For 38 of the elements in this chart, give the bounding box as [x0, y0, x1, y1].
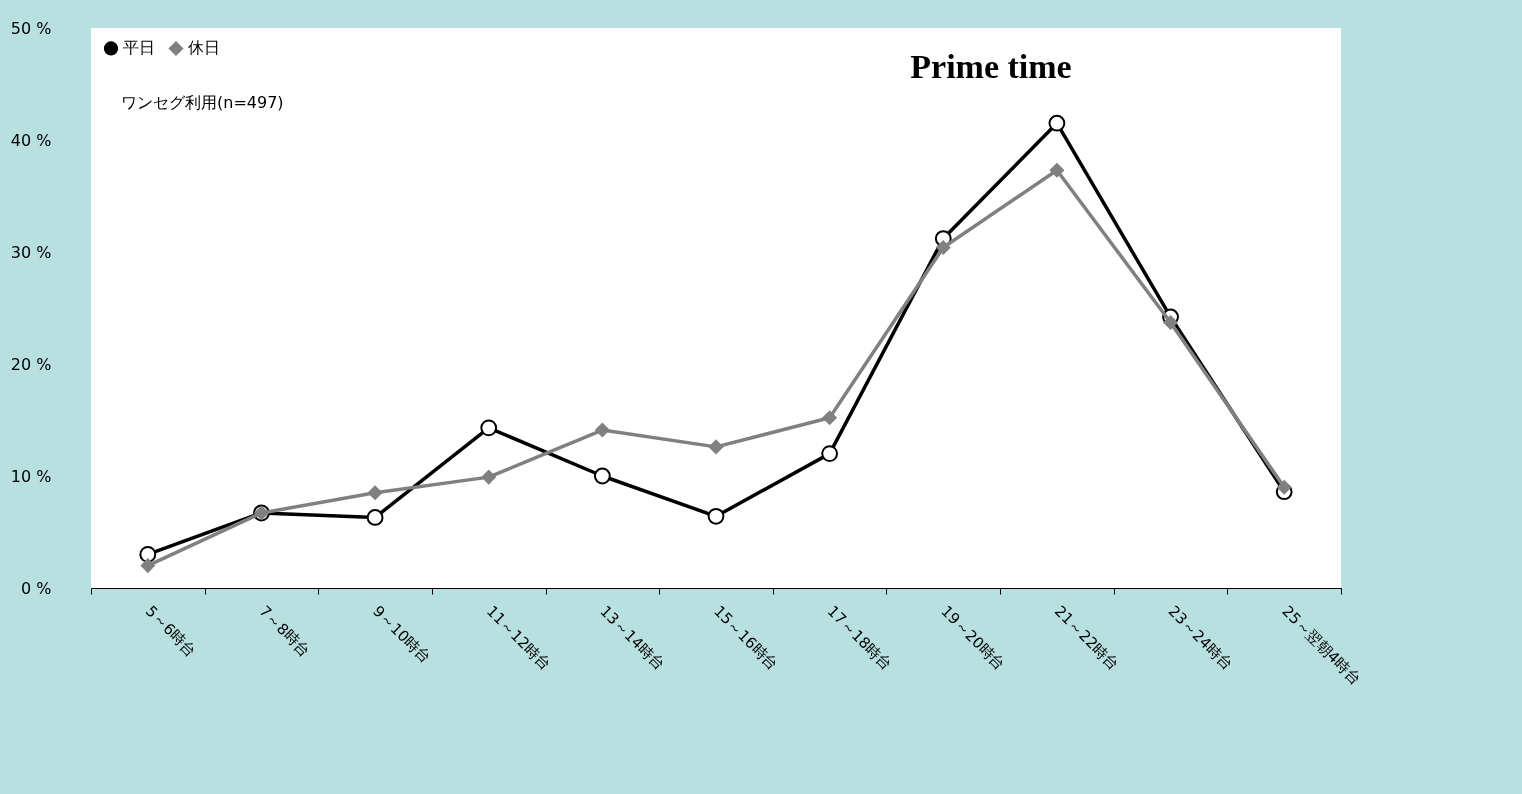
y-tick-label: 40 %	[10, 130, 52, 150]
point	[1277, 480, 1292, 495]
point	[822, 410, 837, 425]
x-tick-label: 25～翌朝4時台	[1278, 602, 1365, 689]
x-tick-label: 13～14時台	[596, 602, 669, 674]
y-tick-label: 30 %	[10, 242, 52, 262]
point	[480, 419, 498, 437]
point	[821, 445, 839, 462]
y-tick-label: 0 %	[21, 578, 52, 598]
y-tick-label: 10 %	[10, 466, 52, 486]
x-tick-label: 23～24時台	[1164, 602, 1237, 674]
point	[366, 509, 384, 526]
legend-label: 平日	[123, 38, 155, 58]
annotation: Prime time	[910, 48, 1072, 85]
point	[707, 507, 725, 525]
x-tick-label: 11～12時台	[482, 602, 555, 674]
point	[595, 422, 610, 438]
point	[140, 558, 155, 573]
x-tick-label: 21～22時台	[1051, 602, 1123, 674]
point	[936, 240, 951, 255]
x-tick-label: 15～16時台	[710, 602, 782, 674]
point	[708, 439, 724, 454]
point	[593, 467, 611, 485]
legend-label: 休日	[188, 38, 220, 58]
x-tick-label: 17～18時台	[823, 602, 896, 674]
x-tick-label: 7～8時台	[255, 602, 314, 661]
x-tick-label: 5～6時台	[141, 602, 200, 661]
x-tick-label: 19～20時台	[937, 602, 1009, 674]
x-tick-label: 9～10時台	[369, 602, 435, 667]
y-tick-label: 50 %	[10, 18, 52, 38]
point	[481, 470, 496, 485]
point	[367, 485, 383, 500]
y-tick-label: 20 %	[10, 354, 52, 374]
point	[1049, 163, 1065, 178]
point	[1163, 315, 1178, 330]
point	[1048, 114, 1066, 132]
annotation: ワンセグ利用(n=497)	[121, 93, 284, 112]
point	[139, 546, 157, 563]
